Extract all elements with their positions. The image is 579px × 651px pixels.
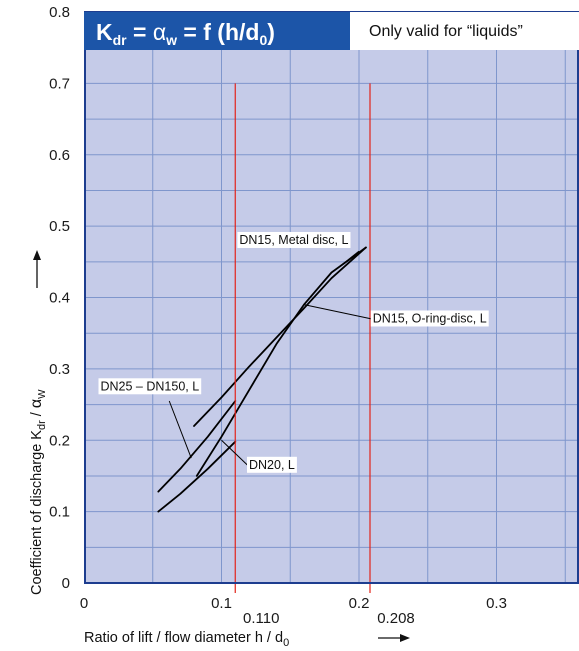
annotation-labels: DN15, Metal disc, L DN15, O-ring-disc, L D…	[98, 231, 489, 473]
y-tick-label: 0.5	[49, 218, 70, 235]
annotation-label: DN25 – DN150, L	[101, 379, 200, 393]
reference-line-label: 0.110	[243, 610, 279, 627]
y-axis-label-alpha: α	[28, 399, 45, 408]
annotation-label: DN20, L	[249, 458, 295, 472]
series-line-1	[193, 246, 367, 427]
series-line-4	[157, 440, 237, 513]
title-eq1: =	[127, 19, 153, 45]
validity-note: Only valid for “liquids”	[369, 23, 523, 40]
y-axis-label-main: Coefficient of discharge K	[29, 430, 45, 595]
y-tick-labels: 0 0.1 0.2 0.3 0.4 0.5 0.6 0.7 0.8	[49, 4, 70, 592]
x-tick-label: 0	[80, 595, 88, 612]
annotation-label: DN15, Metal disc, L	[239, 233, 348, 247]
x-tick-labels: 0 0.1 0.2 0.3	[80, 595, 507, 612]
y-axis-label: Coefficient of discharge Kdr / αW	[28, 389, 48, 595]
x-tick-label: 0.1	[211, 595, 232, 612]
title-eq2: = f (h/d	[177, 19, 259, 45]
annotation-leader-4	[221, 439, 248, 466]
annotation-leader-2	[303, 304, 372, 320]
y-tick-label: 0.3	[49, 361, 70, 378]
y-axis-label-sub2: W	[37, 389, 48, 399]
x-axis-label: Ratio of lift / flow diameter h / d0	[84, 630, 289, 649]
annotation-label-bg	[98, 378, 202, 395]
y-tick-label: 0.1	[49, 504, 70, 521]
title-box	[84, 12, 350, 50]
y-axis-label-mid: /	[29, 408, 45, 420]
title-sub-0: 0	[259, 32, 267, 48]
x-tick-label: 0.3	[486, 595, 507, 612]
y-tick-label: 0.2	[49, 432, 70, 449]
title-k: K	[96, 19, 113, 45]
x-axis-label-main: Ratio of lift / flow diameter h / d	[84, 630, 283, 646]
reference-line-label: 0.208	[377, 610, 415, 627]
y-tick-label: 0.8	[49, 4, 70, 21]
x-tick-label: 0.2	[349, 595, 370, 612]
annotation-label: DN15, O-ring-disc, L	[373, 311, 487, 325]
note-box	[350, 12, 579, 50]
series-line-2	[195, 246, 367, 477]
y-tick-label: 0.7	[49, 75, 70, 92]
y-axis-label-sub1: dr	[36, 420, 48, 430]
title-alpha: α	[153, 19, 166, 45]
x-axis-label-sub: 0	[283, 637, 289, 649]
reference-lines	[234, 83, 371, 593]
x-axis-arrow-icon	[378, 634, 410, 642]
y-tick-label: 0.6	[49, 147, 70, 164]
chart-title: Kdr = αw = f (h/d0)	[96, 19, 275, 48]
annotation-label-bg	[247, 456, 297, 473]
y-tick-label: 0.4	[49, 290, 70, 307]
annotation-leaders	[168, 250, 372, 466]
y-tick-label: 0	[62, 575, 70, 592]
annotation-leader-3	[168, 400, 192, 459]
title-sub-dr: dr	[113, 32, 128, 48]
annotation-leader-1	[338, 250, 360, 268]
annotation-label-bg	[370, 310, 489, 327]
data-series	[157, 246, 367, 513]
title-sub-w: w	[165, 32, 177, 48]
annotation-label-bg	[237, 231, 351, 248]
reference-line-labels: 0.110 0.208	[243, 610, 415, 627]
y-axis-arrow-icon	[33, 250, 41, 288]
title-close: )	[267, 19, 275, 45]
series-line-3	[157, 400, 237, 493]
